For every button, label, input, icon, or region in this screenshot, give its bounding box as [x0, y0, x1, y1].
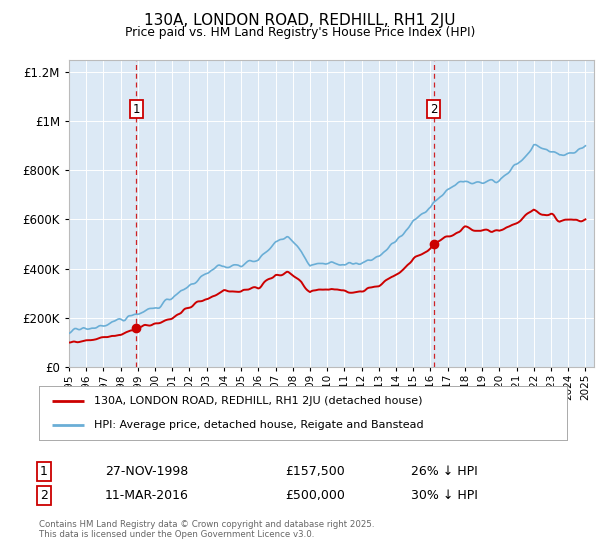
- Text: Price paid vs. HM Land Registry's House Price Index (HPI): Price paid vs. HM Land Registry's House …: [125, 26, 475, 39]
- Text: 26% ↓ HPI: 26% ↓ HPI: [411, 465, 478, 478]
- Text: 2: 2: [40, 489, 48, 502]
- Text: HPI: Average price, detached house, Reigate and Banstead: HPI: Average price, detached house, Reig…: [94, 420, 424, 430]
- Text: Contains HM Land Registry data © Crown copyright and database right 2025.
This d: Contains HM Land Registry data © Crown c…: [39, 520, 374, 539]
- Text: 1: 1: [40, 465, 48, 478]
- Text: 30% ↓ HPI: 30% ↓ HPI: [411, 489, 478, 502]
- Text: £157,500: £157,500: [285, 465, 345, 478]
- Text: 130A, LONDON ROAD, REDHILL, RH1 2JU (detached house): 130A, LONDON ROAD, REDHILL, RH1 2JU (det…: [94, 396, 423, 406]
- Text: 11-MAR-2016: 11-MAR-2016: [105, 489, 189, 502]
- Text: 130A, LONDON ROAD, REDHILL, RH1 2JU: 130A, LONDON ROAD, REDHILL, RH1 2JU: [144, 13, 456, 28]
- Text: 27-NOV-1998: 27-NOV-1998: [105, 465, 188, 478]
- Text: 2: 2: [430, 102, 437, 115]
- Text: 1: 1: [133, 102, 140, 115]
- Text: £500,000: £500,000: [285, 489, 345, 502]
